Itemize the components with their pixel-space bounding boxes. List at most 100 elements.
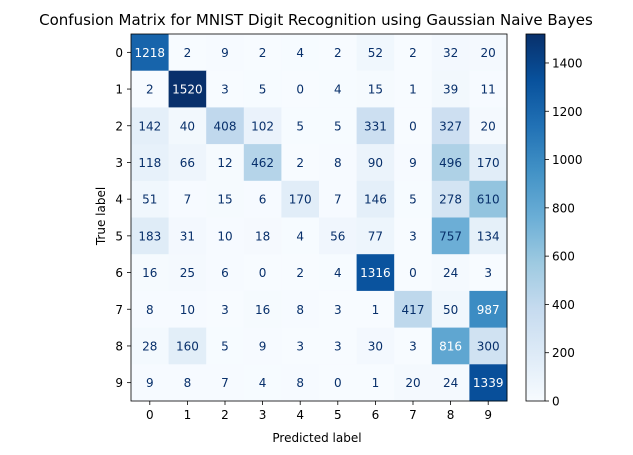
chart-title: Confusion Matrix for MNIST Digit Recogni… <box>39 11 593 29</box>
heatmap-cell <box>206 107 245 145</box>
colorbar-tick-label: 1400 <box>552 56 583 70</box>
heatmap-cell <box>431 107 470 145</box>
cell-value: 142 <box>138 119 161 133</box>
cell-value: 28 <box>142 339 157 353</box>
cell-value: 2 <box>146 83 154 97</box>
cell-value: 5 <box>221 339 229 353</box>
heatmap-cell <box>131 70 170 108</box>
y-axis: 0 1 2 3 4 5 6 7 8 9 <box>115 46 131 390</box>
heatmap-cell <box>319 217 358 255</box>
cell-value: 6 <box>259 193 267 207</box>
cell-value: 16 <box>142 266 157 280</box>
x-tick-label: 2 <box>221 408 229 422</box>
cell-value: 987 <box>477 303 500 317</box>
heatmap-cell <box>431 327 470 365</box>
cell-value: 8 <box>334 156 342 170</box>
heatmap-cell <box>394 290 433 329</box>
heatmap-cell <box>206 290 245 329</box>
cell-value: 5 <box>259 83 267 97</box>
y-tick-label: 5 <box>115 229 123 243</box>
heatmap-cell <box>243 70 282 108</box>
heatmap-cell <box>319 180 358 218</box>
cell-value: 4 <box>334 83 342 97</box>
heatmap-cell <box>281 34 320 72</box>
cell-value: 2 <box>334 46 342 60</box>
heatmap-cell <box>319 107 358 145</box>
heatmap-cell <box>356 254 395 292</box>
cell-value: 327 <box>439 119 462 133</box>
cell-value: 4 <box>334 266 342 280</box>
heatmap-cell <box>394 217 433 255</box>
cell-value: 3 <box>334 303 342 317</box>
x-tick-label: 8 <box>447 408 455 422</box>
cell-value: 462 <box>251 156 274 170</box>
cell-value: 12 <box>217 156 232 170</box>
cell-value: 18 <box>255 229 270 243</box>
cell-value: 3 <box>334 339 342 353</box>
cell-value: 118 <box>138 156 161 170</box>
heatmap-cell <box>243 180 282 218</box>
heatmap-cell <box>394 144 433 182</box>
heatmap-cell <box>281 107 320 145</box>
cell-value: 32 <box>443 46 458 60</box>
heatmap-cell <box>356 180 395 218</box>
colorbar-tick-label: 800 <box>552 201 575 215</box>
cell-value: 25 <box>180 266 195 280</box>
heatmap-cell <box>431 217 470 255</box>
heatmap-cell <box>168 327 207 365</box>
heatmap-cell <box>394 180 433 218</box>
heatmap-cell <box>469 290 508 329</box>
cell-value: 77 <box>368 229 383 243</box>
x-tick-label: 3 <box>259 408 267 422</box>
cell-value: 3 <box>409 229 417 243</box>
heatmap-cell <box>206 180 245 218</box>
cell-value: 56 <box>330 229 345 243</box>
cell-value: 39 <box>443 83 458 97</box>
cell-value: 2 <box>409 46 417 60</box>
cell-value: 1520 <box>172 83 203 97</box>
cell-value: 2 <box>296 156 304 170</box>
heatmap-cell <box>206 327 245 365</box>
heatmap-cell <box>243 290 282 329</box>
heatmap-cell <box>168 364 207 402</box>
cell-value: 0 <box>409 119 417 133</box>
heatmap-cell <box>131 180 170 218</box>
cell-value: 3 <box>484 266 492 280</box>
cell-value: 496 <box>439 156 462 170</box>
cell-value: 102 <box>251 119 274 133</box>
x-tick-label: 7 <box>409 408 417 422</box>
cell-value: 9 <box>259 339 267 353</box>
colorbar <box>525 33 546 402</box>
cell-value: 8 <box>296 376 304 390</box>
heatmap-cell <box>394 327 433 365</box>
cell-value: 10 <box>217 229 232 243</box>
colorbar-tick-label: 1200 <box>552 105 583 119</box>
cell-value: 408 <box>214 119 237 133</box>
colorbar-tick-label: 400 <box>552 298 575 312</box>
heatmap-cell <box>431 70 470 108</box>
colorbar-tick-label: 0 <box>552 395 560 409</box>
heatmap-cell <box>131 364 170 402</box>
cell-value: 0 <box>409 266 417 280</box>
heatmap-cell <box>394 70 433 108</box>
heatmap-cell <box>206 364 245 402</box>
cell-value: 331 <box>364 119 387 133</box>
colorbar-ticks: 0 200 400 600 800 1000 1200 1400 <box>545 56 583 409</box>
cell-value: 9 <box>409 156 417 170</box>
heatmap-cell <box>469 34 508 72</box>
cell-value: 2 <box>296 266 304 280</box>
cell-value: 15 <box>368 83 383 97</box>
heatmap-cell <box>394 34 433 72</box>
y-tick-label: 6 <box>115 266 123 280</box>
heatmap-cell <box>206 217 245 255</box>
cell-value: 5 <box>409 193 417 207</box>
heatmap-cell <box>469 70 508 108</box>
colorbar-tick-label: 200 <box>552 346 575 360</box>
cell-value: 146 <box>364 193 387 207</box>
cell-value: 3 <box>409 339 417 353</box>
x-tick-label: 9 <box>484 408 492 422</box>
heatmap-cell <box>131 290 170 329</box>
heatmap-cell <box>394 254 433 292</box>
heatmap-cell <box>469 364 508 402</box>
